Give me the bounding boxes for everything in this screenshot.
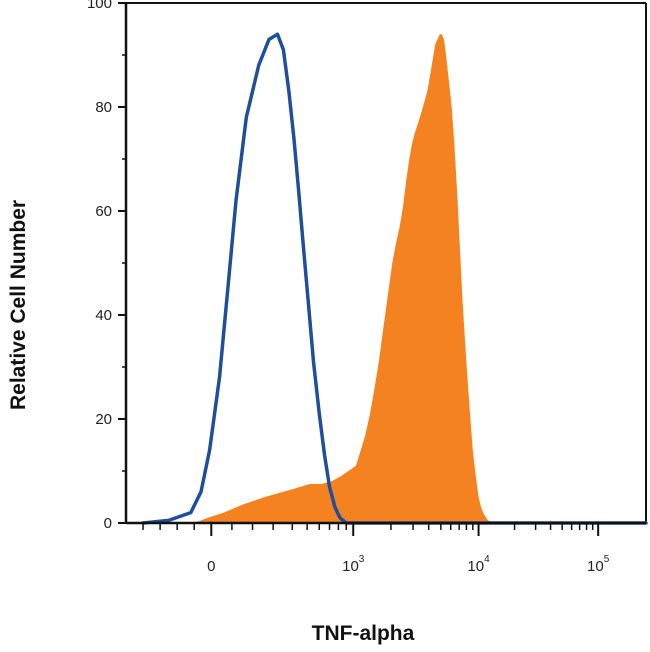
y-axis-tick-labels: 0 20 40 60 80 100: [87, 0, 112, 532]
y-axis-ticks: [118, 2, 126, 524]
x-tick-base: 10: [467, 558, 484, 575]
y-tick-label: 20: [95, 411, 112, 428]
x-tick-base: 10: [342, 558, 359, 575]
x-axis-ticks: [142, 524, 600, 536]
y-tick-label: 0: [104, 515, 112, 532]
x-tick-base: 0: [207, 558, 215, 575]
x-tick-exponent: 3: [359, 554, 365, 565]
x-tick-base: 10: [587, 558, 604, 575]
x-tick-label: 104: [467, 554, 490, 575]
x-axis-tick-labels: 0 103 104 105: [207, 554, 610, 575]
y-tick-label: 80: [95, 99, 112, 116]
x-tick-label: 105: [587, 554, 610, 575]
series-layer: [141, 32, 648, 525]
y-axis-title: Relative Cell Number: [7, 200, 30, 410]
y-tick-label: 40: [95, 307, 112, 324]
control-histogram-line: [141, 32, 648, 525]
x-tick-label: 103: [342, 554, 365, 575]
x-tick-exponent: 5: [604, 554, 610, 565]
stained-histogram-area: [143, 34, 646, 523]
y-tick-label: 60: [95, 203, 112, 220]
x-tick-exponent: 4: [484, 554, 490, 565]
x-axis-title: TNF-alpha: [312, 622, 415, 645]
x-tick-label: 0: [207, 558, 215, 575]
y-tick-label: 100: [87, 0, 112, 12]
